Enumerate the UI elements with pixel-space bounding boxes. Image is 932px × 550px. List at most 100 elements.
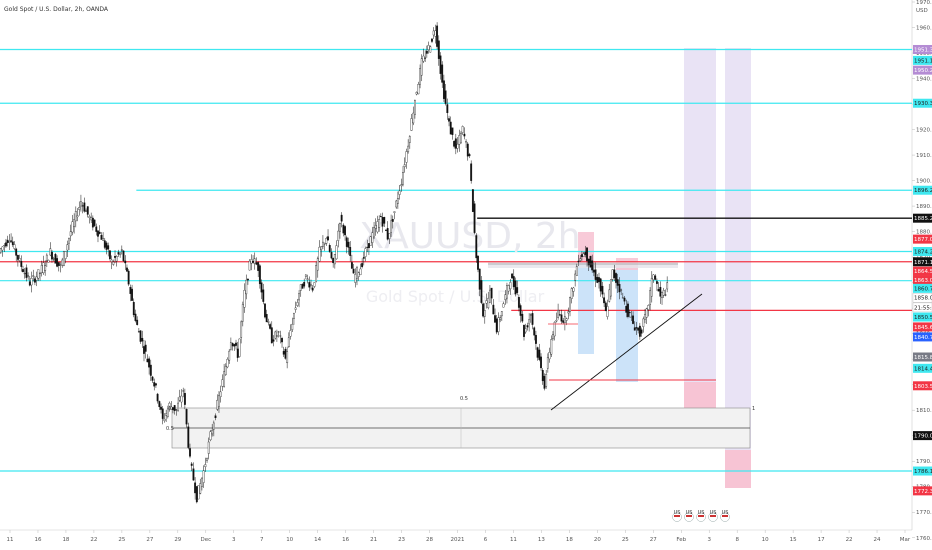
price-tag-label-22: 1772.383: [914, 489, 932, 495]
candle-body: [470, 163, 473, 181]
candle-body: [523, 324, 525, 337]
price-tag-label-8: 1871.178: [914, 260, 932, 266]
candle-body: [632, 315, 634, 324]
target-zone-2: [725, 450, 751, 488]
candle-body: [252, 261, 254, 263]
candle-body: [68, 238, 70, 244]
candle-body: [477, 255, 479, 270]
candle-body: [439, 55, 442, 74]
candle-body: [108, 250, 111, 260]
event-flag-stripe-3: [710, 515, 716, 517]
price-tag-bg-1: [913, 55, 932, 65]
candle-body: [15, 248, 18, 256]
candle-body: [100, 234, 103, 240]
candle-body: [604, 302, 607, 312]
candle-body: [199, 483, 202, 494]
candle-body: [294, 307, 297, 310]
candle-body: [132, 301, 135, 316]
target-zone-1: [684, 382, 716, 410]
candle-body: [187, 426, 190, 448]
candle-body: [45, 254, 48, 261]
y-tick-label-5: 1920.000: [916, 128, 932, 134]
fib-label-0: 0: [168, 406, 171, 412]
candle-body: [592, 269, 595, 273]
candle-body: [362, 257, 365, 259]
candle-body: [621, 297, 624, 299]
candle-body: [228, 350, 231, 361]
price-tag-bg-6: [913, 234, 932, 244]
candle-body: [495, 318, 498, 333]
price-tag-bg-7: [913, 246, 932, 256]
x-tick-label-24: Feb: [676, 537, 686, 543]
candle-body: [431, 38, 433, 42]
candle-body: [368, 243, 370, 249]
candle-body: [56, 258, 59, 267]
fib-label-1: 0.5: [460, 396, 468, 402]
candle-body: [195, 486, 198, 503]
x-tick-label-8: 3: [232, 537, 236, 543]
candle-body: [456, 143, 459, 149]
candle-body: [236, 348, 239, 358]
candle-body: [661, 292, 663, 299]
candle-body: [95, 226, 98, 232]
candle-body: [461, 126, 464, 133]
y-tick-label-6: 1910.000: [916, 153, 932, 159]
candle-body: [434, 30, 437, 37]
candle-body: [3, 245, 6, 247]
candle-body: [37, 269, 40, 279]
candle-body: [0, 248, 2, 253]
candle-body: [574, 273, 577, 281]
price-tag-label-4: 1896.219: [914, 188, 932, 194]
candle-body: [453, 140, 456, 147]
candle-body: [349, 246, 352, 256]
candle-body: [120, 249, 123, 251]
candle-body: [502, 303, 505, 308]
candle-body: [231, 342, 234, 347]
candle-body: [361, 263, 364, 268]
x-tick-label-11: 14: [314, 537, 321, 543]
candle-body: [444, 90, 447, 104]
candle-body: [381, 216, 384, 227]
candle-body: [591, 260, 594, 271]
candle-body: [388, 233, 391, 239]
candle-body: [441, 64, 444, 83]
candle-body: [223, 371, 226, 387]
price-tag-label-15: 1845.638: [914, 325, 932, 331]
candle-body: [134, 313, 137, 321]
candle-body: [16, 255, 19, 260]
candle-body: [645, 308, 648, 318]
candle-body: [499, 317, 502, 321]
candle-body: [422, 55, 425, 62]
candle-body: [35, 276, 38, 281]
candle-body: [536, 347, 539, 358]
candle-body: [93, 219, 96, 226]
candle-body: [497, 317, 500, 332]
candle-body: [151, 376, 154, 381]
candle-body: [594, 269, 597, 280]
candle-body: [248, 260, 251, 271]
x-tick-label-26: 8: [735, 537, 739, 543]
candle-body: [286, 351, 289, 364]
candle-body: [293, 313, 295, 319]
candle-body: [80, 201, 82, 207]
candle-body: [579, 258, 582, 261]
price-tag-label-3: 1930.321: [914, 101, 932, 107]
candle-body: [194, 482, 197, 494]
candle-body: [296, 302, 299, 306]
candle-body: [262, 289, 265, 302]
x-tick-label-2: 18: [62, 537, 69, 543]
candle-body: [454, 138, 457, 149]
candle-body: [603, 297, 606, 304]
candle-body: [666, 282, 669, 290]
candle-body: [531, 313, 534, 325]
candle-body: [69, 231, 72, 237]
candle-body: [139, 330, 142, 342]
candle-body: [219, 391, 222, 397]
candle-body: [596, 277, 599, 283]
candle-body: [180, 395, 183, 403]
candle-body: [654, 275, 657, 280]
candle-body: [635, 327, 638, 329]
candle-body: [212, 422, 215, 430]
